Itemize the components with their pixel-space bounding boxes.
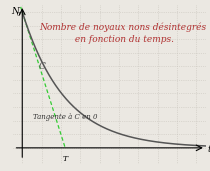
Text: 0: 0	[17, 12, 21, 17]
Text: t: t	[208, 145, 210, 154]
Text: T: T	[63, 155, 68, 163]
Text: Tangente à C en 0: Tangente à C en 0	[33, 113, 97, 121]
Text: Nombre de noyaux nons désintegrés
 en fonction du temps.: Nombre de noyaux nons désintegrés en fon…	[39, 23, 206, 44]
Text: N: N	[11, 7, 19, 16]
Text: C: C	[39, 62, 46, 71]
